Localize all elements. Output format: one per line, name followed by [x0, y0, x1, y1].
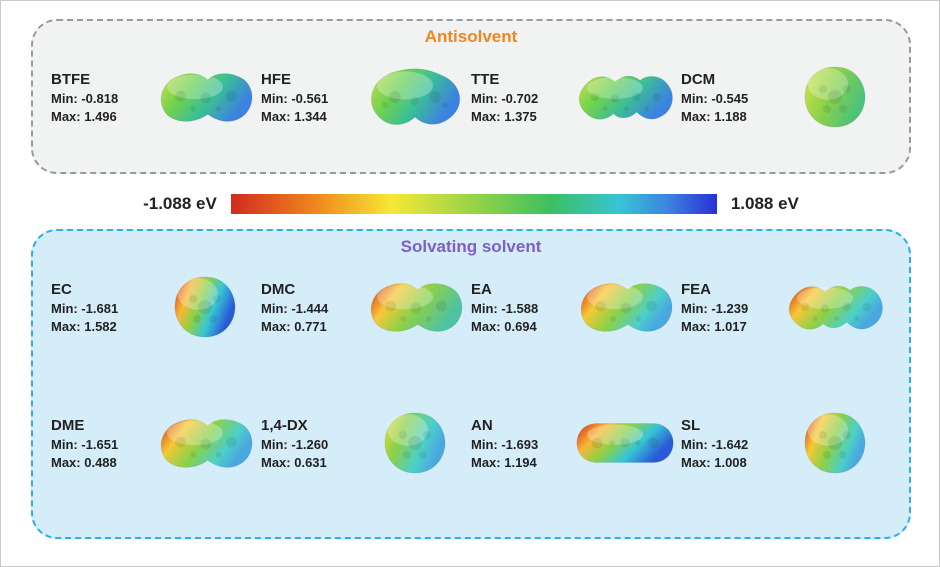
molecule-name: SL [681, 417, 775, 434]
molecule-min: Min: -1.444 [261, 301, 355, 316]
molecule-name: DMC [261, 281, 355, 298]
molecule-cell: AN Min: -1.693 Max: 1.194 [471, 407, 681, 479]
molecule-cell: HFE Min: -0.561 Max: 1.344 [261, 61, 471, 133]
molecule-text: EA Min: -1.588 Max: 0.694 [471, 281, 565, 334]
molecule-surface [155, 407, 255, 479]
molecule-name: TTE [471, 71, 565, 88]
molecule-max: Max: 0.631 [261, 455, 355, 470]
molecule-text: 1,4-DX Min: -1.260 Max: 0.631 [261, 417, 355, 470]
molecule-cell: DMC Min: -1.444 Max: 0.771 [261, 271, 471, 343]
molecule-min: Min: -1.642 [681, 437, 775, 452]
molecule-text: DMC Min: -1.444 Max: 0.771 [261, 281, 355, 334]
molecule-surface [785, 407, 885, 479]
molecule-max: Max: 1.017 [681, 319, 775, 334]
molecule-min: Min: -0.818 [51, 91, 145, 106]
molecule-min: Min: -1.651 [51, 437, 145, 452]
molecule-surface [365, 407, 465, 479]
molecule-name: AN [471, 417, 565, 434]
solvating-panel: Solvating solvent EC Min: -1.681 Max: 1.… [31, 229, 911, 539]
molecule-text: SL Min: -1.642 Max: 1.008 [681, 417, 775, 470]
molecule-surface [785, 271, 885, 343]
molecule-surface [575, 407, 675, 479]
molecule-name: BTFE [51, 71, 145, 88]
molecule-name: EA [471, 281, 565, 298]
molecule-cell: DCM Min: -0.545 Max: 1.188 [681, 61, 891, 133]
molecule-min: Min: -1.681 [51, 301, 145, 316]
figure-canvas: Antisolvent BTFE Min: -0.818 Max: 1.496 … [0, 0, 940, 567]
molecule-min: Min: -1.260 [261, 437, 355, 452]
molecule-surface [365, 271, 465, 343]
molecule-text: DME Min: -1.651 Max: 0.488 [51, 417, 145, 470]
molecule-max: Max: 0.771 [261, 319, 355, 334]
molecule-max: Max: 0.488 [51, 455, 145, 470]
molecule-min: Min: -1.693 [471, 437, 565, 452]
molecule-text: AN Min: -1.693 Max: 1.194 [471, 417, 565, 470]
molecule-name: DCM [681, 71, 775, 88]
molecule-max: Max: 1.194 [471, 455, 565, 470]
colorbar-gradient [231, 194, 717, 214]
solvating-title: Solvating solvent [33, 237, 909, 257]
molecule-min: Min: -0.702 [471, 91, 565, 106]
antisolvent-row: BTFE Min: -0.818 Max: 1.496 HFE Min: -0.… [51, 61, 891, 133]
molecule-max: Max: 1.008 [681, 455, 775, 470]
molecule-name: 1,4-DX [261, 417, 355, 434]
molecule-max: Max: 0.694 [471, 319, 565, 334]
molecule-cell: EA Min: -1.588 Max: 0.694 [471, 271, 681, 343]
antisolvent-panel: Antisolvent BTFE Min: -0.818 Max: 1.496 … [31, 19, 911, 174]
antisolvent-title: Antisolvent [33, 27, 909, 47]
molecule-surface [155, 271, 255, 343]
molecule-text: FEA Min: -1.239 Max: 1.017 [681, 281, 775, 334]
molecule-cell: FEA Min: -1.239 Max: 1.017 [681, 271, 891, 343]
molecule-min: Min: -0.545 [681, 91, 775, 106]
molecule-text: EC Min: -1.681 Max: 1.582 [51, 281, 145, 334]
molecule-surface [575, 271, 675, 343]
molecule-min: Min: -1.588 [471, 301, 565, 316]
molecule-surface [785, 61, 885, 133]
molecule-cell: BTFE Min: -0.818 Max: 1.496 [51, 61, 261, 133]
molecule-min: Min: -1.239 [681, 301, 775, 316]
molecule-surface [155, 61, 255, 133]
molecule-min: Min: -0.561 [261, 91, 355, 106]
molecule-cell: 1,4-DX Min: -1.260 Max: 0.631 [261, 407, 471, 479]
molecule-max: Max: 1.344 [261, 109, 355, 124]
molecule-max: Max: 1.496 [51, 109, 145, 124]
molecule-surface [575, 61, 675, 133]
molecule-max: Max: 1.188 [681, 109, 775, 124]
molecule-name: EC [51, 281, 145, 298]
molecule-text: DCM Min: -0.545 Max: 1.188 [681, 71, 775, 124]
colorbar-max-label: 1.088 eV [731, 194, 799, 214]
molecule-cell: SL Min: -1.642 Max: 1.008 [681, 407, 891, 479]
molecule-cell: DME Min: -1.651 Max: 0.488 [51, 407, 261, 479]
molecule-text: TTE Min: -0.702 Max: 1.375 [471, 71, 565, 124]
molecule-cell: TTE Min: -0.702 Max: 1.375 [471, 61, 681, 133]
molecule-name: DME [51, 417, 145, 434]
colorbar-min-label: -1.088 eV [143, 194, 217, 214]
molecule-name: HFE [261, 71, 355, 88]
colorbar: -1.088 eV 1.088 eV [1, 189, 940, 219]
molecule-surface [365, 61, 465, 133]
solvating-row-2: DME Min: -1.651 Max: 0.488 1,4-DX Min: -… [51, 407, 891, 479]
molecule-max: Max: 1.375 [471, 109, 565, 124]
molecule-text: HFE Min: -0.561 Max: 1.344 [261, 71, 355, 124]
solvating-row-1: EC Min: -1.681 Max: 1.582 DMC Min: -1.44… [51, 271, 891, 343]
molecule-name: FEA [681, 281, 775, 298]
molecule-cell: EC Min: -1.681 Max: 1.582 [51, 271, 261, 343]
molecule-max: Max: 1.582 [51, 319, 145, 334]
molecule-text: BTFE Min: -0.818 Max: 1.496 [51, 71, 145, 124]
